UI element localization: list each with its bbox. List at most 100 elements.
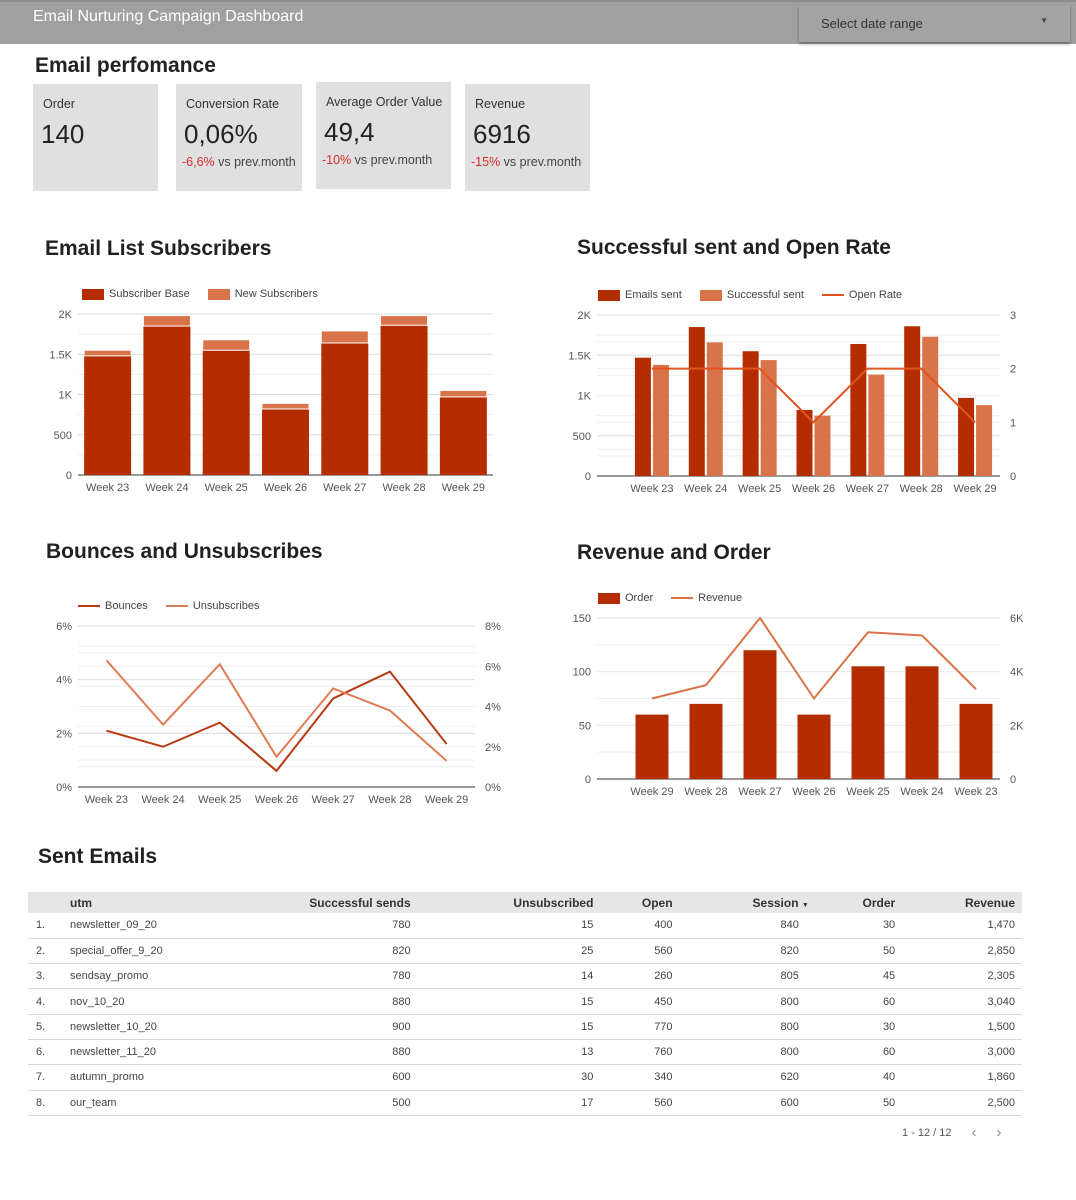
chart-svg: 0 50 100 150 0 2K 4K 6K Week 29 Week 28 Week 27 Wee… <box>573 613 1024 798</box>
kpi-card: Revenue 6916 -15% vs prev.month <box>465 84 590 191</box>
column-header[interactable]: Session ▼ <box>679 892 819 913</box>
sent-emails-table: utm Successful sends Unsubscribed Open Sessi… <box>28 892 1022 1116</box>
series-line <box>106 670 448 773</box>
bar <box>143 326 191 475</box>
kpi-delta-value: -10% <box>322 153 352 167</box>
kpi-card: Average Order Value 49,4 -10% vs prev.mon… <box>316 82 451 189</box>
y-tick-label: 150 <box>573 613 591 625</box>
app-title: Email Nurturing Campaign Dashboard <box>33 8 304 25</box>
table-row[interactable]: 4. nov_10_20 880 15 450 800 60 3,040 <box>28 988 1022 1015</box>
column-header[interactable]: Revenue <box>902 892 1022 913</box>
legend-item: Unsubscribes <box>165 600 259 612</box>
kpi-label: Revenue <box>475 97 526 111</box>
bar <box>868 374 885 476</box>
y-tick-label: 1.5K <box>49 349 72 361</box>
bar <box>652 364 669 476</box>
legend-swatch <box>699 289 722 301</box>
bar <box>904 326 921 476</box>
table-cell: 3,040 <box>902 988 1022 1015</box>
x-tick-label: Week 25 <box>846 786 889 798</box>
chart: Emails sent Successful sent Open Rate 0 500 1… <box>560 280 1060 500</box>
table-row[interactable]: 7. autumn_promo 600 30 340 620 40 1,860 <box>28 1064 1022 1091</box>
table-cell: 5. <box>28 1014 70 1040</box>
table-row[interactable]: 5. newsletter_10_20 900 15 770 800 30 1,500 <box>28 1014 1022 1040</box>
x-tick-label: Week 23 <box>85 794 128 806</box>
table-cell: 50 <box>818 938 903 965</box>
series-line <box>651 616 977 701</box>
table-cell: 620 <box>679 1064 819 1091</box>
column-header-label: Successful sends <box>309 895 411 910</box>
y-tick-label: 0 <box>66 470 72 482</box>
table-cell: 1. <box>28 913 70 939</box>
table-cell: 500 <box>190 1090 418 1116</box>
chart-title: Email List Subscribers <box>45 237 272 260</box>
legend-item: Successful sent <box>699 289 804 301</box>
table-cell: 1,500 <box>902 1014 1022 1040</box>
table-row[interactable]: 1. newsletter_09_20 780 15 400 840 30 1,470 <box>28 913 1022 939</box>
column-header[interactable]: utm <box>70 892 190 913</box>
table-cell: 880 <box>190 1039 418 1066</box>
y-tick-label: 0 <box>585 471 591 483</box>
table-cell: 800 <box>679 988 819 1015</box>
table-cell: newsletter_09_20 <box>70 913 190 939</box>
kpi-card: Order 140 <box>33 84 158 191</box>
legend-item: Subscriber Base <box>82 288 190 300</box>
section-title-sent-emails: Sent Emails <box>38 845 158 868</box>
column-header-label: Revenue <box>964 895 1015 910</box>
table-cell: 3,000 <box>902 1039 1022 1066</box>
y2-tick-label: 1 <box>1010 417 1016 429</box>
table-row[interactable]: 6. newsletter_11_20 880 13 760 800 60 3,000 <box>28 1039 1022 1066</box>
column-header-label: utm <box>70 895 92 910</box>
date-range-picker[interactable]: Select date range ▼ <box>799 5 1070 42</box>
kpi-card: Conversion Rate 0,06% -6,6% vs prev.month <box>176 84 302 191</box>
table-cell: 40 <box>818 1064 903 1091</box>
column-header-label: Session <box>752 895 799 910</box>
column-header[interactable]: Open <box>600 892 680 913</box>
bar <box>743 650 777 779</box>
legend-item: Bounces <box>78 600 148 612</box>
chart-svg: 0% 2% 4% 6% 0% 2% 4% 6% 8% Week 23 Week 24 Week 25 W… <box>56 621 501 806</box>
series-line <box>651 367 976 424</box>
legend-swatch <box>165 605 188 607</box>
table-cell: nov_10_20 <box>70 988 190 1015</box>
x-tick-label: Week 24 <box>900 786 943 798</box>
chart-legend: Emails sent Successful sent Open Rate <box>598 289 902 301</box>
bar <box>796 409 813 476</box>
table-cell: 3. <box>28 963 70 990</box>
x-tick-label: Week 23 <box>630 483 673 495</box>
x-tick-label: Week 28 <box>900 483 943 495</box>
y2-tick-label: 2K <box>1010 720 1024 732</box>
chevron-left-icon[interactable]: ‹ <box>971 1124 977 1141</box>
column-header[interactable]: Unsubscribed <box>417 892 601 913</box>
y-tick-label: 50 <box>579 720 591 732</box>
legend-swatch <box>78 605 100 607</box>
table-row[interactable]: 3. sendsay_promo 780 14 260 805 45 2,305 <box>28 963 1022 990</box>
column-header[interactable]: Successful sends <box>190 892 418 913</box>
table-row[interactable]: 2. special_offer_9_20 820 25 560 820 50 2,850 <box>28 938 1022 965</box>
x-tick-label: Week 27 <box>738 786 781 798</box>
table-cell: 15 <box>417 988 601 1015</box>
table-cell: 260 <box>600 963 680 990</box>
y2-tick-label: 0 <box>1010 774 1016 786</box>
bar <box>320 330 369 344</box>
table-cell: 2,500 <box>902 1090 1022 1116</box>
chevron-right-icon[interactable]: › <box>996 1124 1002 1141</box>
y-tick-label: 500 <box>54 430 72 442</box>
chart-legend: Bounces Unsubscribes <box>78 600 259 612</box>
table-row[interactable]: 8. our_team 500 17 560 600 50 2,500 <box>28 1090 1022 1116</box>
legend-swatch <box>82 288 104 300</box>
table-cell: 400 <box>600 913 680 939</box>
y-tick-label: 1.5K <box>568 350 591 362</box>
bar <box>202 350 250 475</box>
bar <box>83 349 132 357</box>
column-header-label: Open <box>641 895 673 910</box>
kpi-delta: -10% vs prev.month <box>322 153 432 167</box>
column-header[interactable]: Order <box>818 892 903 913</box>
y-tick-label: 0% <box>56 782 72 794</box>
y-tick-label: 2K <box>578 310 592 322</box>
bar <box>635 714 669 779</box>
y-tick-label: 2K <box>59 309 73 321</box>
table-cell: special_offer_9_20 <box>70 938 190 965</box>
table-cell: newsletter_10_20 <box>70 1014 190 1040</box>
table-cell: 14 <box>417 963 601 990</box>
